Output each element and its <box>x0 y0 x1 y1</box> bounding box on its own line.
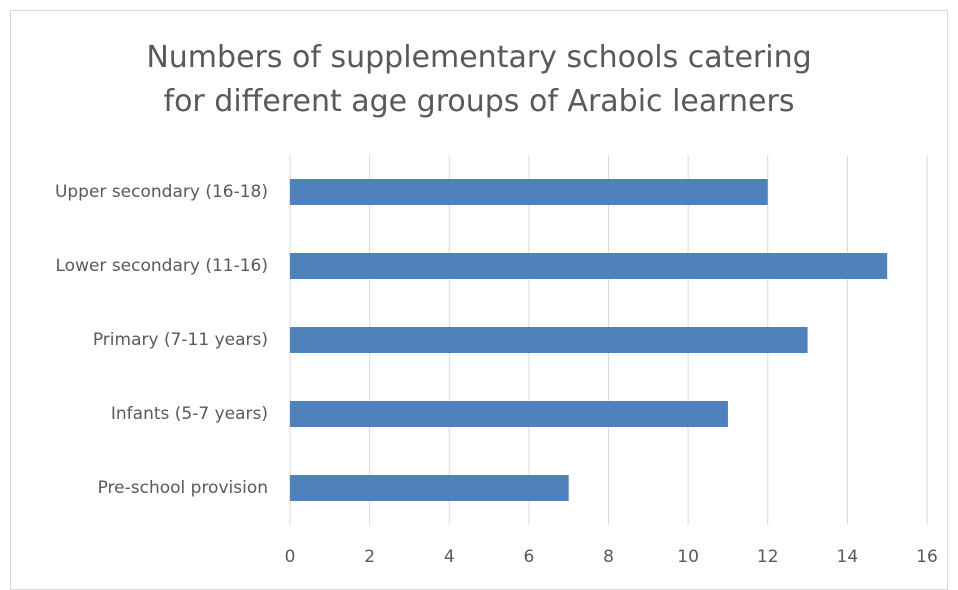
x-tick-label: 14 <box>837 547 859 567</box>
x-tick-label: 0 <box>285 547 296 567</box>
x-tick-label: 2 <box>364 547 375 567</box>
y-tick-label: Pre-school provision <box>98 478 268 498</box>
x-tick-label: 4 <box>444 547 455 567</box>
y-tick-label: Infants (5-7 years) <box>111 404 268 424</box>
x-tick-label: 16 <box>916 547 938 567</box>
x-tick-label: 10 <box>677 547 699 567</box>
bar <box>290 401 728 427</box>
chart-title: Numbers of supplementary schools caterin… <box>146 40 812 119</box>
y-tick-label: Lower secondary (11-16) <box>56 256 269 276</box>
x-tick-label: 6 <box>523 547 534 567</box>
x-tick-label: 12 <box>757 547 779 567</box>
bar <box>290 475 569 501</box>
chart: 0 2 4 6 8 10 12 14 16 Upper secondary (16-18) Lowe… <box>55 155 938 567</box>
y-tick-label: Upper secondary (16-18) <box>55 182 268 202</box>
bar <box>290 327 808 353</box>
chart-area: Numbers of supplementary schools caterin… <box>10 10 948 590</box>
y-tick-label: Primary (7-11 years) <box>93 330 268 350</box>
bar <box>290 179 768 205</box>
bar <box>290 253 888 279</box>
x-tick-label: 8 <box>603 547 614 567</box>
